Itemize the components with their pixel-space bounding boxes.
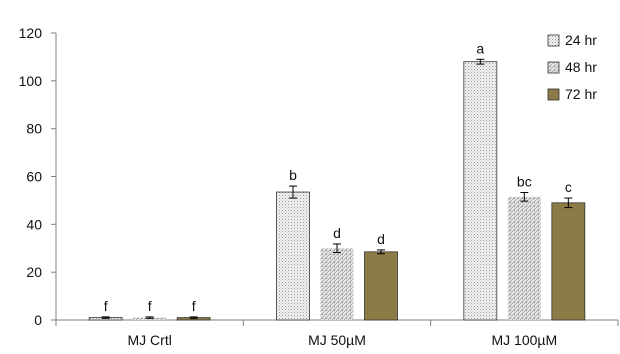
bar-24hr-1 xyxy=(276,191,310,321)
significance-label: b xyxy=(289,167,297,183)
legend-swatch-72hr xyxy=(547,88,560,101)
y-tick-label: 100 xyxy=(19,73,43,89)
y-tick-label: 120 xyxy=(19,25,43,41)
legend-label: 72 hr xyxy=(565,86,597,102)
significance-label: d xyxy=(377,231,385,247)
bar-24hr-2 xyxy=(463,61,498,321)
significance-label: a xyxy=(476,40,484,56)
significance-label: d xyxy=(333,225,341,241)
significance-label: f xyxy=(104,298,108,314)
legend-swatch-48hr xyxy=(547,61,560,74)
significance-label: f xyxy=(148,298,152,314)
x-tick-label: MJ Crtl xyxy=(128,332,172,348)
significance-label: c xyxy=(565,179,572,195)
legend-swatch-24hr xyxy=(547,34,560,47)
y-tick-label: 20 xyxy=(26,264,42,280)
significance-label: bc xyxy=(517,174,532,190)
bar-48hr-1 xyxy=(320,248,354,320)
significance-label: f xyxy=(192,298,196,314)
bar-72hr-1 xyxy=(364,251,398,321)
x-tick-label: MJ 100µM xyxy=(492,332,558,348)
x-tick-label: MJ 50µM xyxy=(308,332,366,348)
bar-48hr-2 xyxy=(507,196,541,320)
y-tick-label: 0 xyxy=(34,312,42,328)
y-tick-label: 40 xyxy=(26,216,42,232)
bar-72hr-2 xyxy=(551,202,586,321)
y-tick-label: 60 xyxy=(26,169,42,185)
legend-label: 24 hr xyxy=(565,32,597,48)
legend-label: 48 hr xyxy=(565,59,597,75)
y-tick-label: 80 xyxy=(26,121,42,137)
